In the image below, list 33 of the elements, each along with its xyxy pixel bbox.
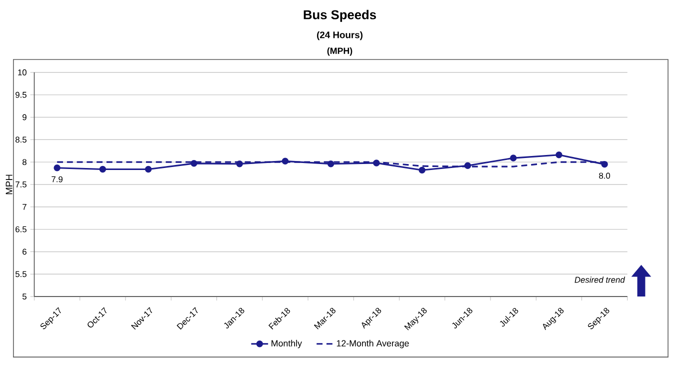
data-label: 8.0 [599,172,610,179]
point [601,160,608,168]
chart-title: Bus Speeds [304,10,376,22]
y-tick-label: 10 [18,69,26,76]
y-tick-label: 8.5 [16,136,26,143]
legend-label: 12-Month Average [336,340,409,348]
point [54,164,60,172]
point [556,152,562,158]
y-tick-label: 9.5 [16,92,26,98]
point [418,166,426,174]
legend-label: Monthly [272,340,302,348]
y-tick-label: 6.5 [16,226,26,232]
point [464,162,472,170]
y-tick-label: 7 [22,204,26,210]
text: (MPH) [327,47,352,56]
point [373,160,380,166]
y-tick-label: 5 [22,294,26,300]
chart-subtitle: (24 Hours) [317,31,362,40]
point [327,160,334,168]
point [144,166,152,173]
data-label: 7.9 [52,176,63,182]
point [510,154,517,162]
annotation: Desired trend [574,276,626,283]
y-tick-label: 5.5 [15,271,26,278]
y-tick-label: 9 [22,114,26,120]
point [99,166,106,173]
point [282,158,289,165]
y-tick-label: 8 [22,159,26,166]
y-axis-title: MPH [6,174,12,194]
point [236,160,243,168]
y-tick-label: 7.5 [16,182,26,188]
y-tick-label: 6 [22,248,26,255]
point [190,160,198,167]
